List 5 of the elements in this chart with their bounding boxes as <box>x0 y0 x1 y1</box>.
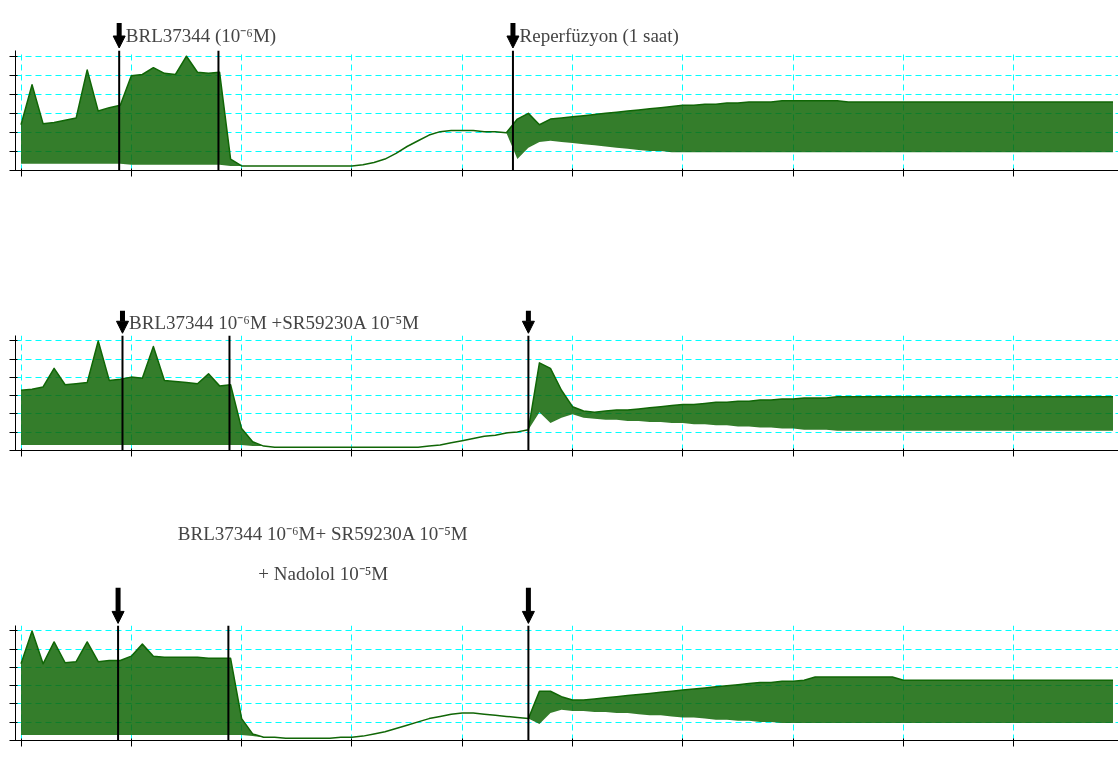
text: + Nadolol 10⁻⁵M <box>258 562 389 584</box>
text: BRL37344 10⁻⁶M +SR59230A 10⁻⁵M <box>129 311 420 333</box>
text: Reperfüzyon (1 saat) <box>519 25 679 47</box>
text: BRL37344 10⁻⁶M+ SR59230A 10⁻⁵M <box>177 522 468 544</box>
text: BRL37344 (10⁻⁶M) <box>125 25 277 47</box>
